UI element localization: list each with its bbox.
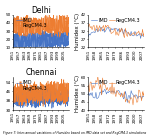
IMD <box>106 27 108 29</box>
IMD <box>22 43 24 44</box>
RegCM4.3 <box>97 75 99 77</box>
RegCM4.3 <box>132 104 134 106</box>
IMD <box>106 91 108 93</box>
IMD <box>140 38 142 39</box>
IMD <box>104 89 105 90</box>
RegCM4.3 <box>54 27 56 28</box>
RegCM4.3 <box>107 90 109 91</box>
IMD <box>126 102 128 103</box>
RegCM4.3 <box>107 25 109 26</box>
IMD <box>102 30 103 32</box>
Legend: IMD, RegCM4.3: IMD, RegCM4.3 <box>91 80 141 86</box>
IMD <box>107 26 109 28</box>
Line: RegCM4.3: RegCM4.3 <box>88 76 144 105</box>
RegCM4.3 <box>22 32 24 34</box>
RegCM4.3 <box>144 88 145 90</box>
IMD <box>45 99 47 101</box>
IMD <box>144 35 145 36</box>
RegCM4.3 <box>37 97 39 99</box>
RegCM4.3 <box>50 16 51 18</box>
Line: IMD: IMD <box>88 27 144 38</box>
RegCM4.3 <box>45 19 47 20</box>
Y-axis label: Humidex (°C): Humidex (°C) <box>75 12 80 50</box>
RegCM4.3 <box>105 85 106 86</box>
IMD <box>105 89 106 91</box>
RegCM4.3 <box>61 78 63 80</box>
Legend: IMD, RegCM4.3: IMD, RegCM4.3 <box>15 17 48 28</box>
RegCM4.3 <box>103 25 104 26</box>
RegCM4.3 <box>54 99 56 100</box>
IMD <box>54 47 56 48</box>
IMD <box>16 49 18 51</box>
IMD <box>51 107 53 109</box>
Y-axis label: Humidex (°C): Humidex (°C) <box>75 75 80 112</box>
Line: RegCM4.3: RegCM4.3 <box>88 24 144 38</box>
IMD <box>50 41 51 43</box>
Line: RegCM4.3: RegCM4.3 <box>13 13 69 37</box>
RegCM4.3 <box>106 87 108 88</box>
IMD <box>102 90 103 92</box>
RegCM4.3 <box>37 30 39 31</box>
RegCM4.3 <box>98 27 100 29</box>
IMD <box>42 29 43 30</box>
IMD <box>124 29 125 31</box>
RegCM4.3 <box>50 82 51 84</box>
Text: Figure 7: Inter-annual variations of Humidex based on IMD data set and RegCM4.3 : Figure 7: Inter-annual variations of Hum… <box>3 131 147 135</box>
RegCM4.3 <box>45 90 47 92</box>
IMD <box>38 102 39 103</box>
IMD <box>104 31 105 33</box>
IMD <box>107 92 109 93</box>
RegCM4.3 <box>87 85 89 86</box>
IMD <box>12 37 14 39</box>
Line: IMD: IMD <box>13 30 69 50</box>
RegCM4.3 <box>22 104 24 105</box>
IMD <box>22 85 24 87</box>
IMD <box>87 92 89 94</box>
RegCM4.3 <box>103 84 104 85</box>
Line: RegCM4.3: RegCM4.3 <box>13 79 69 106</box>
IMD <box>50 96 51 97</box>
IMD <box>97 31 99 33</box>
RegCM4.3 <box>105 24 106 26</box>
RegCM4.3 <box>26 33 28 35</box>
RegCM4.3 <box>88 23 90 25</box>
IMD <box>97 97 99 99</box>
RegCM4.3 <box>12 91 14 92</box>
Line: IMD: IMD <box>13 86 69 108</box>
RegCM4.3 <box>42 106 44 107</box>
IMD <box>68 100 70 101</box>
RegCM4.3 <box>124 27 126 29</box>
RegCM4.3 <box>68 96 70 98</box>
RegCM4.3 <box>144 31 145 33</box>
Title: Chennai: Chennai <box>25 68 57 77</box>
Title: Delhi: Delhi <box>31 6 51 15</box>
RegCM4.3 <box>59 36 61 38</box>
IMD <box>22 107 24 108</box>
RegCM4.3 <box>124 37 125 38</box>
RegCM4.3 <box>87 26 89 27</box>
IMD <box>124 97 125 98</box>
IMD <box>27 100 28 102</box>
Legend: IMD, RegCM4.3: IMD, RegCM4.3 <box>15 80 48 91</box>
IMD <box>45 42 47 44</box>
RegCM4.3 <box>124 91 125 92</box>
IMD <box>68 42 70 44</box>
IMD <box>105 28 107 30</box>
IMD <box>27 40 28 42</box>
IMD <box>54 101 56 102</box>
RegCM4.3 <box>106 25 108 26</box>
RegCM4.3 <box>68 28 70 29</box>
IMD <box>38 44 39 46</box>
IMD <box>12 100 14 101</box>
RegCM4.3 <box>62 12 64 14</box>
RegCM4.3 <box>12 25 14 27</box>
RegCM4.3 <box>26 96 28 98</box>
Legend: IMD, RegCM4.3: IMD, RegCM4.3 <box>91 17 141 23</box>
Line: IMD: IMD <box>88 90 144 102</box>
IMD <box>87 36 89 37</box>
IMD <box>144 95 145 97</box>
RegCM4.3 <box>98 83 100 85</box>
